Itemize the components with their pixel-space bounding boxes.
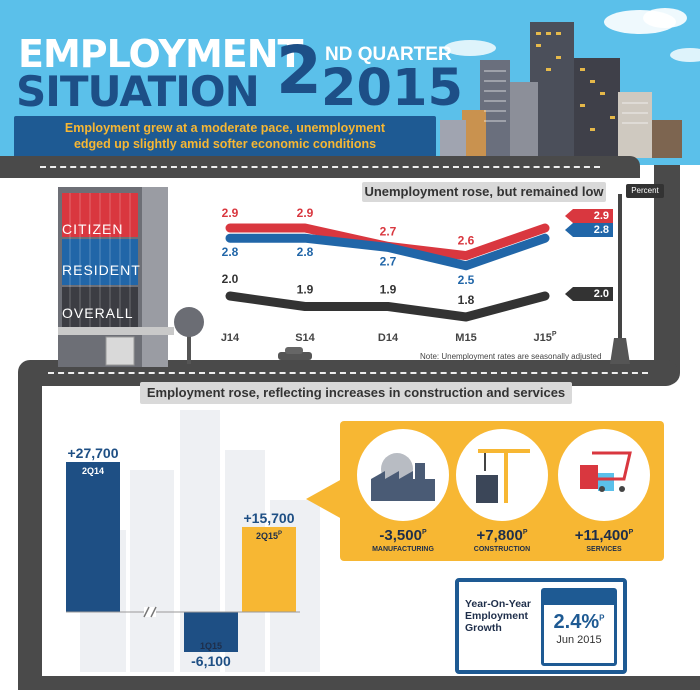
city-skyline-illustration <box>440 8 700 160</box>
title-line2: SITUATION <box>16 67 260 116</box>
bar-category-2q14: 2Q14 <box>82 466 104 476</box>
series-line-overall <box>225 291 550 322</box>
data-label-overall-0: 2.0 <box>222 272 239 286</box>
employment-chart-title: Employment rose, reflecting increases in… <box>140 382 572 404</box>
calendar-icon: 2.4%P Jun 2015 <box>541 588 617 666</box>
data-label-resident-1: 2.8 <box>297 245 314 259</box>
road-right <box>654 165 680 385</box>
bar-value-2q15: +15,700 <box>244 510 295 526</box>
crane-icon <box>456 429 548 521</box>
bar-2q14 <box>66 462 120 612</box>
subtitle-line1: Employment grew at a moderate pace, unem… <box>64 121 386 135</box>
bar-category-2q15: 2Q15P <box>256 531 282 541</box>
data-label-resident-0: 2.8 <box>222 245 239 259</box>
data-label-citizen-1: 2.9 <box>297 206 314 220</box>
end-tag-citizen: 2.9 <box>565 209 613 223</box>
subtitle-banner: Employment grew at a moderate pace, unem… <box>14 116 436 158</box>
x-tick-m15: M15 <box>455 332 476 344</box>
sector-value-services: +11,400P <box>574 527 634 544</box>
data-label-resident-2: 2.7 <box>380 254 397 268</box>
yoy-value: 2.4%P <box>553 611 605 633</box>
x-tick-d14: D14 <box>378 332 399 344</box>
unemployment-line-chart: 2.9 2.9 2.7 2.6 2.8 2.8 2.7 2.5 2.0 1.9 1.9 1.8 J14 S… <box>221 206 557 360</box>
sector-value-manufacturing: -3,500P <box>379 527 427 544</box>
sector-callout: -3,500P MANUFACTURING +7,800P CONSTRUCTI… <box>306 421 664 561</box>
data-label-overall-3: 1.8 <box>458 293 475 307</box>
axis-break-icon <box>143 606 157 618</box>
building-illustration: CITIZEN RESIDENT OVERALL <box>58 187 176 367</box>
end-tag-overall: 2.0 <box>565 287 613 301</box>
car-icon <box>278 347 312 360</box>
data-label-overall-1: 1.9 <box>297 283 314 297</box>
data-label-citizen-2: 2.7 <box>380 224 397 238</box>
x-tick-j14: J14 <box>221 332 240 344</box>
tree-icon <box>174 307 204 364</box>
end-tag-resident: 2.8 <box>565 223 613 237</box>
bar-1q15 <box>184 612 238 652</box>
employment-bar-chart: +27,700 2Q14 -6,100 1Q15 +15,700 2Q15P <box>66 445 300 669</box>
road-middle <box>18 360 678 386</box>
bar-2q15 <box>242 526 296 612</box>
yoy-growth-board: Year-On-Year Employment Growth 2.4%P Jun… <box>455 578 627 674</box>
road-top <box>0 156 640 178</box>
road-left <box>18 372 42 690</box>
data-label-resident-3: 2.5 <box>458 273 475 287</box>
header-banner: EMPLOYMENT SITUATION 2 ND QUARTER 2015 E… <box>0 0 700 165</box>
data-label-citizen-3: 2.6 <box>458 234 475 248</box>
unemployment-chart-title: Unemployment rose, but remained low <box>362 182 606 202</box>
data-label-citizen-0: 2.9 <box>222 206 239 220</box>
x-tick-j15: J15P <box>533 331 556 344</box>
sector-label-manufacturing: MANUFACTURING <box>372 546 434 553</box>
building-label-overall: OVERALL <box>62 305 134 321</box>
title-quarter-number: 2 <box>276 32 322 109</box>
street-lamp-icon <box>610 194 630 364</box>
subtitle-line2: edged up slightly amid softer economic c… <box>73 137 377 151</box>
yoy-period: Jun 2015 <box>556 634 602 646</box>
shopping-cart-icon <box>558 429 650 521</box>
title-line1: EMPLOYMENT <box>18 32 303 76</box>
series-line-resident <box>225 233 550 271</box>
building-label-citizen: CITIZEN <box>62 221 124 237</box>
bar-value-1q15: -6,100 <box>191 653 231 669</box>
title-quarter-suffix: ND QUARTER <box>325 44 452 65</box>
yoy-label: Year-On-Year Employment Growth <box>465 598 531 634</box>
sector-label-construction: CONSTRUCTION <box>473 546 531 553</box>
sector-label-services: SERVICES <box>586 546 622 553</box>
percent-unit-label: Percent <box>626 184 664 198</box>
road-bottom <box>18 676 700 690</box>
bar-category-1q15: 1Q15 <box>200 641 222 651</box>
data-label-overall-2: 1.9 <box>380 283 397 297</box>
x-tick-s14: S14 <box>295 332 315 344</box>
sector-value-construction: +7,800P <box>476 527 528 544</box>
building-label-resident: RESIDENT <box>62 262 141 278</box>
chart-note: Note: Unemployment rates are seasonally … <box>420 352 602 361</box>
factory-icon <box>357 429 449 521</box>
bar-value-2q14: +27,700 <box>68 445 119 461</box>
title-year: 2015 <box>321 59 463 118</box>
